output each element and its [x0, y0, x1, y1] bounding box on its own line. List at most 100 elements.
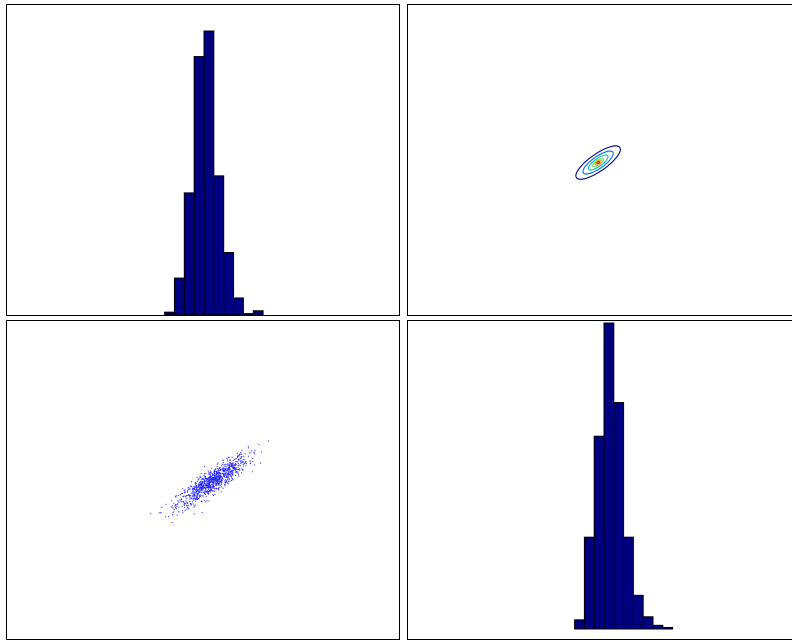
scatter-point	[220, 478, 222, 480]
scatter-point	[227, 463, 229, 465]
scatter-point	[225, 463, 227, 465]
scatter-point	[219, 476, 221, 478]
scatter-point	[204, 487, 206, 489]
scatter-point	[228, 474, 230, 476]
scatter-point	[252, 461, 254, 463]
scatter-point	[209, 482, 211, 484]
scatter-point	[236, 461, 238, 463]
scatter-point	[237, 455, 239, 457]
scatter-point	[229, 465, 231, 467]
histogram-bar	[173, 277, 185, 315]
scatter-point	[196, 477, 198, 479]
scatter-point	[215, 480, 217, 482]
scatter-point	[199, 481, 201, 483]
scatter-point	[196, 491, 198, 493]
scatter-point	[195, 491, 197, 493]
scatter-point	[181, 506, 183, 508]
scatter-point	[174, 505, 176, 507]
scatter-point	[253, 452, 255, 454]
scatter-point	[232, 463, 234, 465]
scatter-point	[213, 494, 215, 496]
scatter-point	[224, 472, 226, 474]
scatter-point	[191, 498, 193, 500]
scatter-point	[211, 477, 213, 479]
scatter-point	[221, 480, 223, 482]
scatter-point	[223, 475, 225, 477]
scatter-point	[198, 485, 200, 487]
scatter-point	[186, 506, 188, 508]
scatter-point	[224, 471, 226, 473]
scatter-panel-bottom-left	[6, 320, 400, 640]
scatter-point	[215, 482, 217, 484]
scatter-point	[206, 478, 208, 480]
scatter-point	[172, 505, 174, 507]
scatter-point	[193, 496, 195, 498]
scatter-point	[227, 482, 229, 484]
scatter-point	[235, 464, 237, 466]
scatter-point	[182, 488, 184, 490]
scatter-point	[240, 456, 242, 458]
scatter-point	[227, 465, 229, 467]
scatter-point	[197, 497, 199, 499]
scatter-point	[202, 481, 204, 483]
scatter-point	[211, 489, 213, 491]
scatter-point	[194, 493, 196, 495]
scatter-point	[161, 506, 163, 508]
scatter-point	[223, 471, 225, 473]
scatter-point	[220, 479, 222, 481]
scatter-point	[201, 501, 203, 503]
scatter-point	[233, 464, 235, 466]
scatter-point	[209, 481, 211, 483]
scatter-point	[251, 471, 253, 473]
scatter-point	[205, 472, 207, 474]
scatter-point	[213, 473, 215, 475]
scatter-point	[261, 451, 263, 453]
scatter-point	[227, 472, 229, 474]
scatter-point	[158, 512, 160, 514]
scatter-point	[205, 491, 207, 493]
scatter-point	[230, 464, 232, 466]
scatter-point	[232, 460, 234, 462]
scatter-point	[234, 465, 236, 467]
scatter-point	[184, 491, 186, 493]
scatter-point	[234, 463, 236, 465]
scatter-point	[228, 470, 230, 472]
scatter-point	[199, 496, 201, 498]
scatter-point	[194, 504, 196, 506]
scatter-point	[224, 483, 226, 485]
scatter-point	[220, 465, 222, 467]
scatter-point	[210, 485, 212, 487]
histogram-bar	[632, 594, 644, 630]
scatter-point	[230, 462, 232, 464]
scatter-point	[207, 492, 209, 494]
histogram-bar	[623, 536, 634, 630]
scatter-point	[196, 499, 198, 501]
scatter-point	[196, 493, 198, 495]
scatter-point	[206, 500, 208, 502]
scatter-point	[198, 483, 200, 485]
scatter-point	[213, 470, 215, 472]
scatter-point	[224, 465, 226, 467]
scatter-point	[236, 455, 238, 457]
scatter-point	[236, 456, 238, 458]
scatter-point	[202, 485, 204, 487]
scatter-point	[199, 482, 201, 484]
scatter-point	[228, 480, 230, 482]
scatter-point	[219, 483, 221, 485]
scatter-point	[225, 476, 227, 478]
scatter-point	[217, 471, 219, 473]
scatter-point	[226, 470, 228, 472]
scatter-point	[192, 489, 194, 491]
scatter-point	[203, 484, 205, 486]
scatter-point	[224, 464, 226, 466]
scatter-point	[214, 470, 216, 472]
scatter-point	[217, 480, 219, 482]
scatter-point	[224, 473, 226, 475]
scatter-point	[183, 495, 185, 497]
scatter-point	[203, 474, 205, 476]
scatter-point	[226, 460, 228, 462]
scatter-point	[201, 487, 203, 489]
scatter-point	[226, 475, 228, 477]
contour-line	[587, 154, 609, 171]
scatter-point	[220, 476, 222, 478]
